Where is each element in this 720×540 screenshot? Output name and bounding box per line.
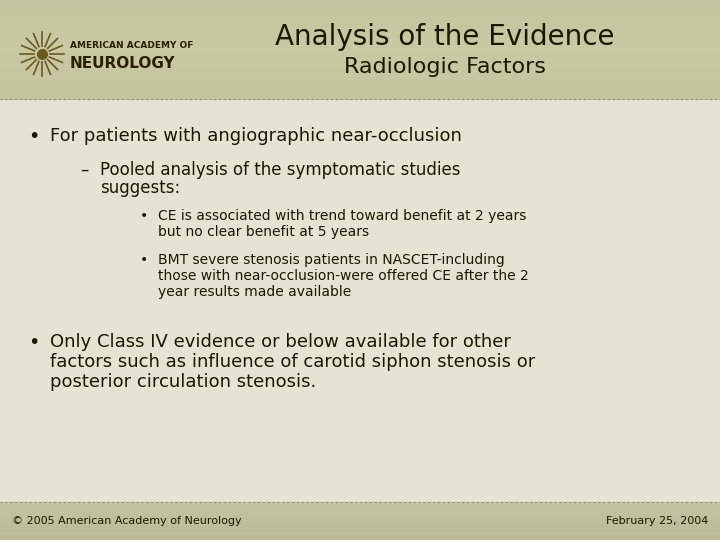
Bar: [0, 526, 720, 529]
Bar: [0, 79, 720, 83]
Text: Pooled analysis of the symptomatic studies: Pooled analysis of the symptomatic studi…: [100, 161, 461, 179]
Bar: [0, 96, 720, 99]
Text: posterior circulation stenosis.: posterior circulation stenosis.: [50, 373, 316, 391]
Bar: [0, 525, 720, 526]
Text: but no clear benefit at 5 years: but no clear benefit at 5 years: [158, 225, 369, 239]
Bar: [0, 23, 720, 26]
Bar: [0, 76, 720, 79]
Bar: [0, 3, 720, 6]
Text: •: •: [140, 253, 148, 267]
Bar: [0, 36, 720, 39]
Bar: [0, 56, 720, 59]
Bar: [0, 92, 720, 96]
Bar: [0, 529, 720, 530]
Bar: [0, 63, 720, 66]
Text: suggests:: suggests:: [100, 179, 180, 197]
Bar: [0, 511, 720, 514]
Bar: [0, 39, 720, 43]
Bar: [0, 17, 720, 20]
Bar: [0, 510, 720, 511]
Text: Only Class IV evidence or below available for other: Only Class IV evidence or below availabl…: [50, 333, 511, 351]
Bar: [0, 66, 720, 69]
Bar: [0, 33, 720, 36]
Bar: [0, 13, 720, 17]
Bar: [0, 46, 720, 50]
Bar: [0, 83, 720, 86]
Bar: [0, 502, 720, 504]
Bar: [0, 6, 720, 10]
Bar: [0, 59, 720, 63]
Bar: [0, 86, 720, 89]
Text: year results made available: year results made available: [158, 285, 351, 299]
Text: BMT severe stenosis patients in NASCET-including: BMT severe stenosis patients in NASCET-i…: [158, 253, 505, 267]
Bar: [0, 536, 720, 538]
Bar: [0, 504, 720, 506]
Bar: [0, 538, 720, 540]
Text: © 2005 American Academy of Neurology: © 2005 American Academy of Neurology: [12, 516, 242, 526]
Text: AMERICAN ACADEMY OF: AMERICAN ACADEMY OF: [70, 42, 194, 51]
Bar: [0, 99, 720, 502]
Bar: [0, 515, 720, 517]
Text: Analysis of the Evidence: Analysis of the Evidence: [275, 23, 615, 51]
Bar: [0, 534, 720, 536]
Bar: [0, 521, 720, 523]
Text: –: –: [80, 161, 89, 179]
Bar: [0, 506, 720, 508]
Bar: [0, 72, 720, 76]
Bar: [0, 53, 720, 56]
Bar: [0, 0, 720, 3]
Bar: [0, 514, 720, 515]
Bar: [0, 50, 720, 53]
Bar: [0, 26, 720, 30]
Bar: [0, 89, 720, 92]
Text: Radiologic Factors: Radiologic Factors: [344, 57, 546, 77]
Text: CE is associated with trend toward benefit at 2 years: CE is associated with trend toward benef…: [158, 209, 526, 223]
Text: factors such as influence of carotid siphon stenosis or: factors such as influence of carotid sip…: [50, 353, 535, 371]
Text: •: •: [28, 127, 40, 146]
Text: those with near-occlusion-were offered CE after the 2: those with near-occlusion-were offered C…: [158, 269, 528, 283]
Text: •: •: [28, 333, 40, 352]
Bar: [0, 30, 720, 33]
Bar: [0, 43, 720, 46]
Bar: [0, 530, 720, 532]
Bar: [0, 508, 720, 510]
Bar: [0, 517, 720, 519]
Bar: [0, 10, 720, 13]
Bar: [0, 69, 720, 72]
Text: February 25, 2004: February 25, 2004: [606, 516, 708, 526]
Bar: [0, 523, 720, 525]
Bar: [0, 519, 720, 521]
Bar: [0, 532, 720, 534]
Text: For patients with angiographic near-occlusion: For patients with angiographic near-occl…: [50, 127, 462, 145]
Bar: [0, 20, 720, 23]
Text: •: •: [140, 209, 148, 223]
Text: NEUROLOGY: NEUROLOGY: [70, 57, 176, 71]
